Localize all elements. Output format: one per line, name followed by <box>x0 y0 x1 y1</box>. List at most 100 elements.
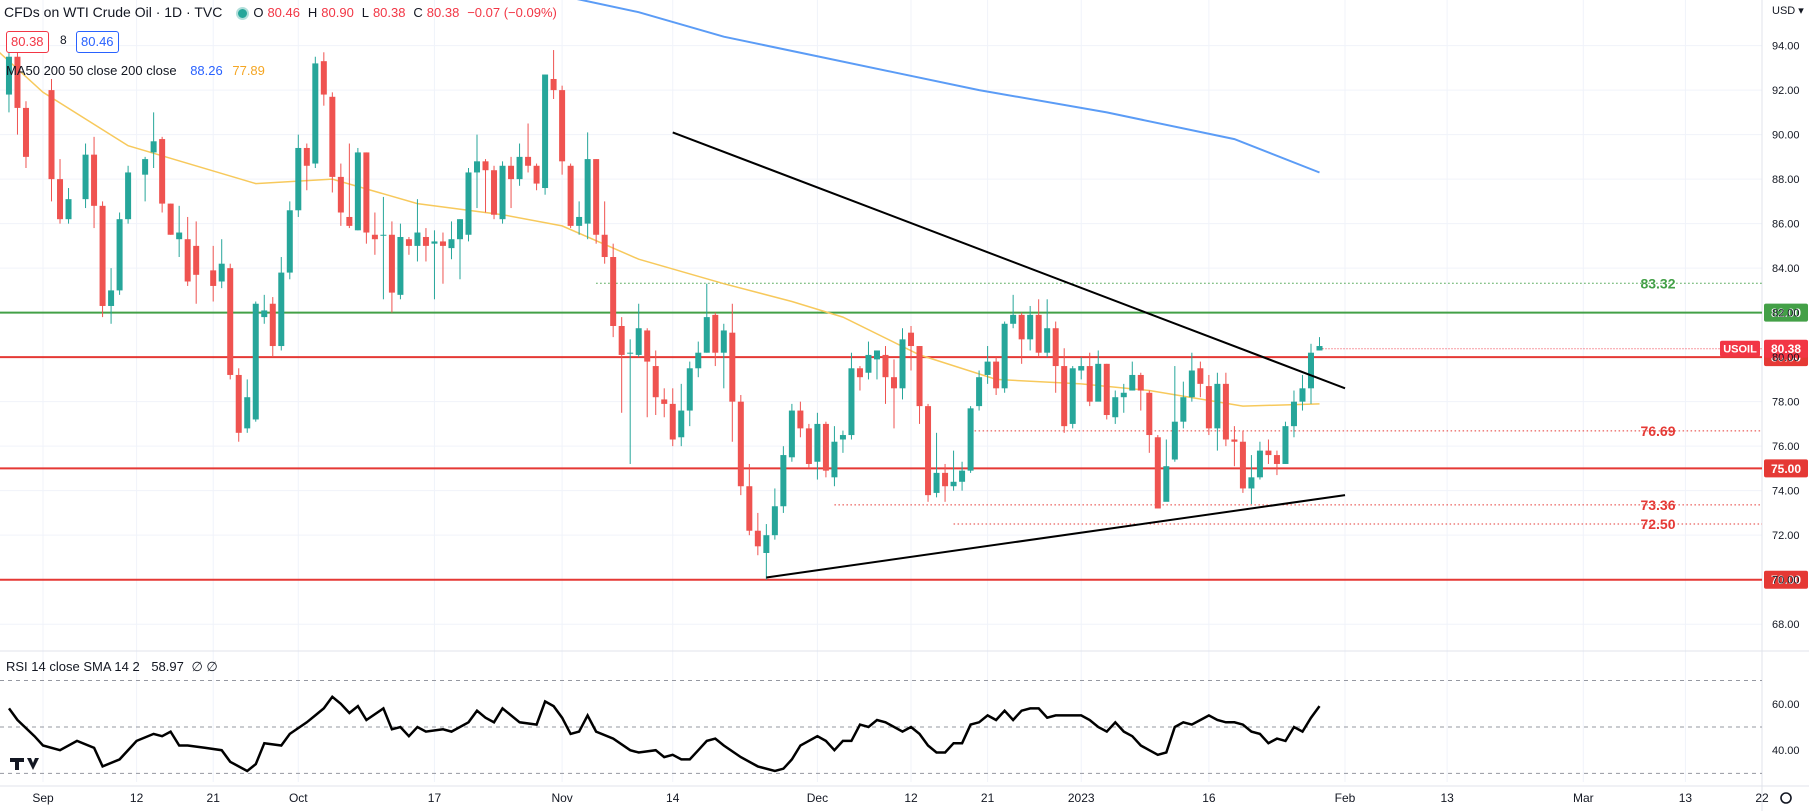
candle-body <box>482 161 489 171</box>
candle-body <box>686 368 693 411</box>
level-price-tag <box>1764 570 1808 589</box>
rsi-extra: ∅ ∅ <box>191 659 218 674</box>
candle-body <box>1027 314 1034 340</box>
currency-label: USD ▾ <box>1772 5 1804 17</box>
candle-body <box>227 268 234 375</box>
candles <box>5 34 1323 580</box>
rsi-value: 58.97 <box>151 659 184 674</box>
candle-body <box>899 339 906 389</box>
candle-body <box>1112 397 1119 418</box>
settings-gear-icon <box>1780 792 1792 804</box>
candle-body <box>278 272 285 347</box>
candle-body <box>984 361 991 375</box>
candle-body <box>746 486 753 531</box>
candle-body <box>218 263 225 282</box>
rsi-legend[interactable]: RSI 14 close SMA 14 2 58.97 ∅ ∅ <box>6 659 218 675</box>
open-value: 80.46 <box>267 5 300 20</box>
candle-body <box>635 328 642 355</box>
candle-body <box>363 152 370 233</box>
candle-body <box>499 165 506 220</box>
candle-body <box>1180 397 1187 422</box>
time-tick-label: Nov <box>551 791 572 805</box>
low-value: 80.38 <box>372 5 406 20</box>
sell-button[interactable]: 80.38 <box>6 31 49 53</box>
rsi-line <box>7 694 1321 773</box>
candle-body <box>82 154 89 200</box>
candle-body <box>65 199 72 220</box>
candle-body <box>1256 450 1263 478</box>
horizontal-levels: 83.32 76.69 73.36 72.50 <box>0 275 1762 581</box>
time-tick-label: Feb <box>1335 791 1356 805</box>
candle-body <box>142 159 149 175</box>
candle-body <box>703 317 710 353</box>
candle-body <box>210 270 217 286</box>
candle-body <box>814 423 821 462</box>
candle-body <box>48 90 55 180</box>
candle-body <box>1222 383 1229 440</box>
candle-body <box>788 410 795 458</box>
level-label: 83.32 <box>1640 275 1675 291</box>
candle-body <box>1120 392 1127 398</box>
candle-body <box>1069 368 1076 424</box>
candle-body <box>1137 374 1144 391</box>
candle-body <box>125 172 132 220</box>
candle-body <box>1214 383 1221 429</box>
candle-body <box>891 377 897 389</box>
time-tick-label: Dec <box>807 791 828 805</box>
open-label: O <box>253 5 264 20</box>
candle-body <box>644 330 651 362</box>
price-tick-label: 80.00 <box>1772 352 1800 364</box>
candle-body <box>346 216 353 226</box>
time-tick-label: Oct <box>289 791 308 805</box>
level-price-tag <box>1764 303 1808 322</box>
candle-body <box>805 428 812 464</box>
buy-button[interactable]: 80.46 <box>76 31 119 53</box>
time-tick-label: 12 <box>904 791 918 805</box>
low-label: L <box>361 5 369 20</box>
high-label: H <box>307 5 318 20</box>
candle-body <box>771 506 778 536</box>
candle-body <box>831 441 838 478</box>
candle-body <box>584 159 591 224</box>
trendlines <box>672 131 1346 579</box>
candle-body <box>193 245 200 275</box>
candle-body <box>252 303 259 420</box>
candle-body <box>167 203 174 235</box>
candle-body <box>516 156 523 180</box>
candle-body <box>780 455 787 507</box>
level-label: 72.50 <box>1640 516 1675 532</box>
change-value: −0.07 (−0.09%) <box>467 5 557 20</box>
candle-body <box>5 56 12 95</box>
level-label: 76.69 <box>1640 423 1675 439</box>
price-tick-label: 68.00 <box>1772 619 1800 631</box>
rsi-tick-label: 40.00 <box>1772 745 1800 757</box>
candle-body <box>576 216 583 226</box>
candle-body <box>474 161 481 173</box>
close-label: C <box>413 5 423 20</box>
last-price-tag <box>1764 339 1808 358</box>
candle-body <box>678 410 685 438</box>
ma200-value: 88.26 <box>190 63 223 78</box>
candle-body <box>865 354 872 373</box>
symbol-title[interactable]: CFDs on WTI Crude Oil · 1D · TVC <box>4 4 223 20</box>
candle-body <box>269 303 276 347</box>
candle-body <box>916 346 923 407</box>
candle-body <box>1299 388 1306 402</box>
price-tick-label: 84.00 <box>1772 263 1800 275</box>
candle-body <box>856 368 863 378</box>
rsi-panel: 40.00 60.00 <box>0 680 1800 774</box>
time-tick-label: Sep <box>32 791 54 805</box>
trendline <box>672 131 1346 390</box>
price-tick-label: 94.00 <box>1772 41 1800 53</box>
candle-body <box>456 219 463 240</box>
close-value: 80.38 <box>426 5 460 20</box>
ma-legend[interactable]: MA50 200 50 close 200 close 88.26 77.89 <box>6 63 265 78</box>
candle-body <box>286 210 293 273</box>
symbol-tag <box>1720 340 1760 357</box>
candle-body <box>959 470 966 482</box>
candle-body <box>1035 314 1042 353</box>
level-price-tag <box>1764 459 1808 478</box>
candle-body <box>542 74 549 189</box>
candle-body <box>448 239 455 249</box>
